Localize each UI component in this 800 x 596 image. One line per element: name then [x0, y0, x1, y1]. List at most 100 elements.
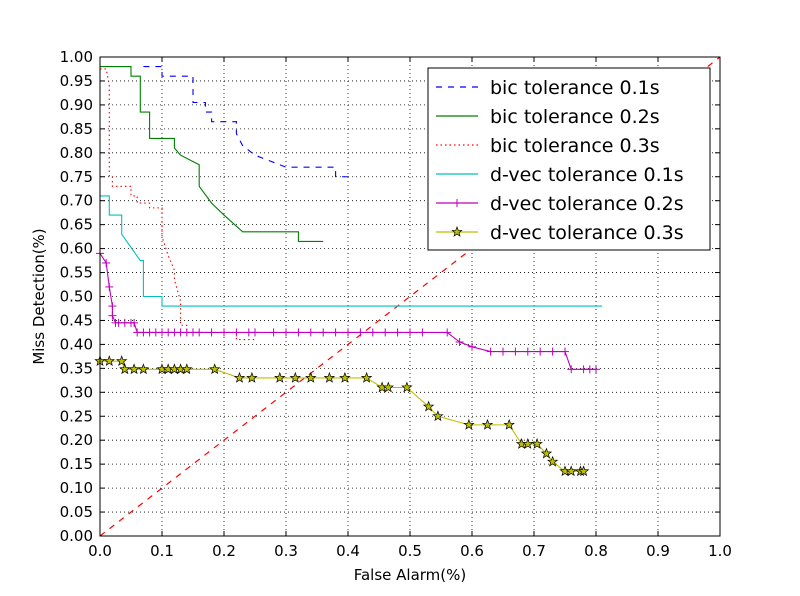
series-layer	[94, 66, 603, 477]
data-point	[105, 282, 114, 291]
x-tick-label: 0.5	[398, 542, 422, 560]
data-point	[306, 328, 315, 337]
y-tick-label: 0.00	[60, 527, 93, 545]
x-tick-label: 0.0	[88, 542, 112, 560]
data-point	[232, 328, 241, 337]
data-point	[233, 371, 246, 383]
data-point	[289, 371, 302, 383]
data-point	[592, 365, 600, 374]
x-tick-label: 0.4	[336, 542, 360, 560]
data-point	[422, 400, 435, 412]
series-6	[94, 355, 590, 477]
data-point	[195, 328, 204, 337]
y-tick-label: 0.95	[60, 72, 93, 90]
y-tick-label: 0.20	[60, 431, 93, 449]
data-point	[401, 381, 413, 393]
data-point	[548, 347, 557, 356]
data-point	[503, 418, 515, 430]
data-point	[128, 363, 140, 375]
data-point	[565, 465, 577, 477]
series-1	[143, 66, 355, 178]
data-point	[406, 328, 414, 337]
legend-label: bic tolerance 0.1s	[490, 77, 660, 99]
y-tick-label: 0.10	[60, 479, 93, 497]
data-point	[269, 328, 278, 337]
x-tick-label: 0.3	[274, 542, 298, 560]
data-point	[360, 371, 373, 383]
series-line	[100, 68, 255, 341]
y-tick-label: 0.80	[60, 144, 93, 162]
data-point	[294, 328, 303, 337]
data-point	[368, 328, 377, 337]
data-point	[137, 363, 150, 375]
y-tick-label: 0.25	[60, 407, 93, 425]
y-tick-label: 0.45	[60, 311, 93, 329]
data-point	[130, 318, 139, 327]
data-point	[443, 328, 452, 337]
y-tick-label: 0.05	[60, 503, 93, 521]
data-point	[274, 371, 286, 383]
data-point	[339, 371, 351, 383]
data-point	[499, 347, 507, 356]
data-point	[323, 371, 336, 383]
y-tick-label: 0.55	[60, 264, 93, 282]
data-point	[511, 347, 520, 356]
x-tick-label: 0.6	[460, 542, 484, 560]
data-point	[108, 311, 117, 320]
legend-entry: bic tolerance 0.3s	[436, 135, 660, 157]
data-point	[331, 328, 340, 337]
y-axis-label: Miss Detection(%)	[30, 228, 48, 364]
legend-box	[427, 67, 711, 251]
y-tick-label: 0.65	[60, 216, 93, 234]
series-2	[100, 66, 324, 242]
data-point	[220, 328, 228, 337]
data-point	[282, 328, 290, 337]
y-tick-label: 0.35	[60, 359, 93, 377]
data-point	[119, 363, 131, 375]
x-tick-label: 0.2	[212, 542, 236, 560]
legend: bic tolerance 0.1s bic tolerance 0.2s bic …	[427, 67, 711, 251]
data-point	[540, 447, 553, 459]
data-point	[522, 438, 534, 449]
y-tick-label: 0.15	[60, 455, 93, 473]
legend-label: bic tolerance 0.2s	[490, 106, 660, 128]
data-point	[305, 371, 317, 383]
data-point	[381, 328, 390, 337]
y-tick-label: 0.60	[60, 240, 93, 258]
data-point	[344, 328, 352, 337]
data-point	[523, 347, 532, 356]
legend-entry: d-vec tolerance 0.3s	[436, 222, 684, 244]
data-point	[432, 410, 444, 422]
y-tick-label: 0.50	[60, 288, 93, 306]
data-point	[561, 347, 569, 356]
legend-entry: d-vec tolerance 0.2s	[436, 193, 684, 215]
series-line	[100, 66, 324, 242]
series-5	[96, 249, 600, 374]
data-point	[108, 302, 117, 311]
data-point	[103, 355, 116, 367]
x-tick-label: 0.9	[646, 542, 670, 560]
data-point	[418, 328, 427, 337]
x-tick-label: 0.7	[522, 542, 546, 560]
data-point	[455, 338, 464, 347]
series-3	[100, 68, 255, 341]
legend-entry: d-vec tolerance 0.1s	[436, 164, 684, 186]
x-tick-label: 1.0	[708, 542, 732, 560]
legend-label: bic tolerance 0.3s	[490, 135, 660, 157]
data-point	[102, 258, 111, 267]
ticks: 0.0 0.1 0.2 0.3 0.4 0.5 0.6 0.7 0.8 0.9 1.0 0.00 0.0…	[60, 48, 732, 560]
legend-marker	[451, 225, 463, 237]
y-tick-label: 0.75	[60, 168, 93, 186]
data-point	[181, 363, 193, 375]
data-point	[393, 328, 402, 337]
y-tick-label: 0.70	[60, 192, 93, 210]
data-point	[356, 328, 365, 337]
data-point	[567, 365, 576, 374]
data-point	[463, 418, 475, 430]
data-point	[246, 371, 258, 383]
y-tick-label: 1.00	[60, 48, 93, 66]
legend-marker	[453, 199, 461, 207]
legend-label: d-vec tolerance 0.3s	[490, 222, 684, 244]
data-point	[546, 455, 559, 467]
